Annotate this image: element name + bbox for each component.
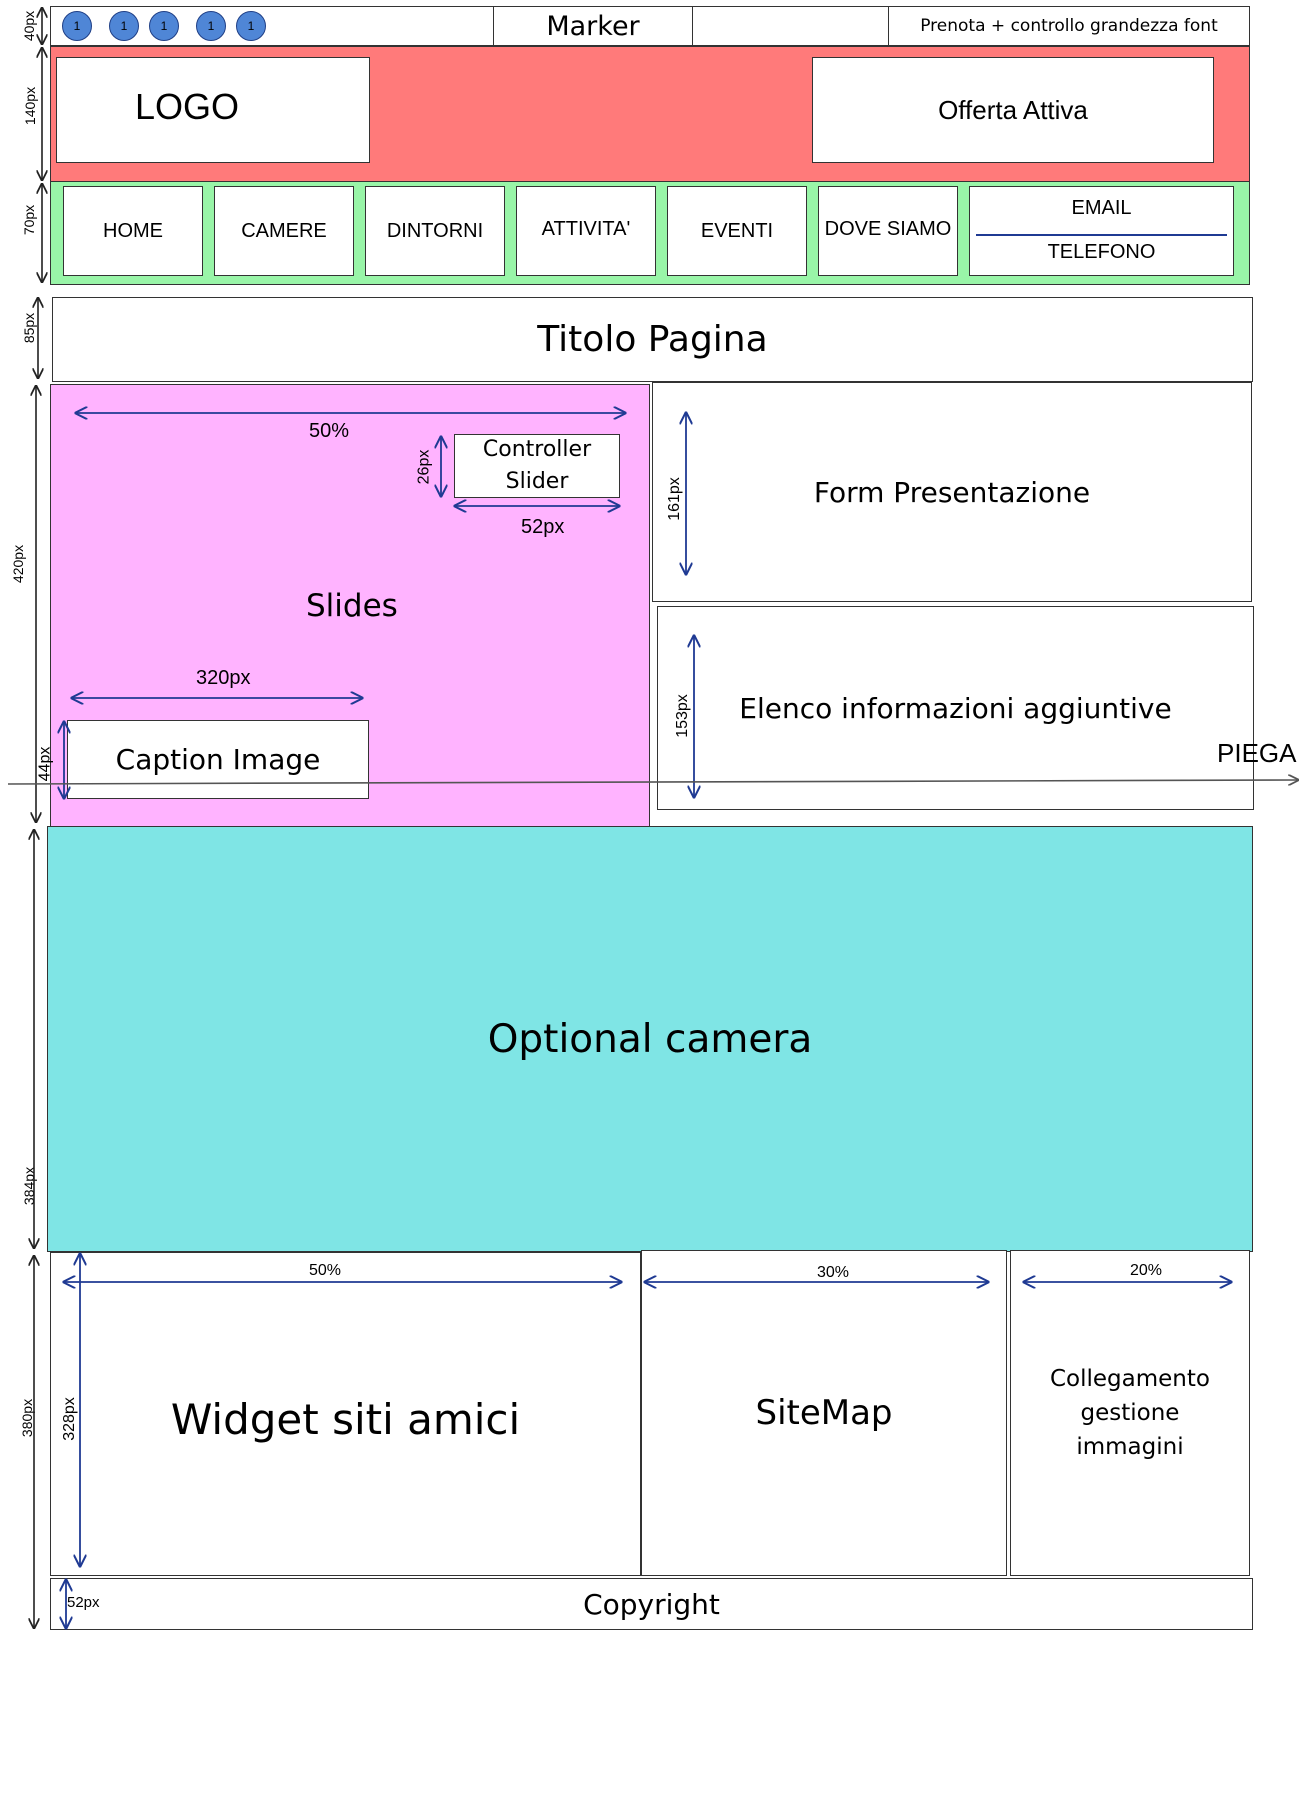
controller-height-label: 26px bbox=[415, 449, 433, 485]
active-offer-box[interactable]: Offerta Attiva bbox=[812, 57, 1214, 163]
fold-label: PIEGA bbox=[1217, 738, 1297, 768]
footer-height-label: 380px bbox=[19, 1398, 36, 1438]
copyright-bar: Copyright bbox=[50, 1578, 1253, 1630]
widget-width-label: 50% bbox=[309, 1262, 342, 1279]
slides-width-label: 50% bbox=[309, 420, 350, 442]
presentation-form-box[interactable]: Form Presentazione bbox=[652, 382, 1252, 602]
nav-item-attivita[interactable]: ATTIVITA' bbox=[516, 186, 656, 276]
marker-box: Marker bbox=[493, 6, 693, 46]
logo-box[interactable]: LOGO bbox=[56, 57, 370, 163]
nav-item-eventi[interactable]: EVENTI bbox=[667, 186, 807, 276]
nav-height-label: 70px bbox=[21, 204, 38, 236]
header-height-label: 140px bbox=[22, 86, 39, 126]
contact-divider bbox=[976, 234, 1227, 236]
nav-item-dintorni[interactable]: DINTORNI bbox=[365, 186, 505, 276]
topbar-height-label: 40px bbox=[21, 10, 38, 42]
nav-contact-box[interactable]: EMAIL TELEFONO bbox=[969, 186, 1234, 276]
friend-sites-widget[interactable]: Widget siti amici bbox=[50, 1252, 641, 1576]
caption-height-label: 44px bbox=[36, 746, 54, 782]
slide-dot-5[interactable]: 1 bbox=[236, 11, 266, 41]
slide-dot-4[interactable]: 1 bbox=[196, 11, 226, 41]
controller-width-label: 52px bbox=[521, 516, 565, 538]
additional-info-box[interactable]: Elenco informazioni aggiuntive bbox=[657, 606, 1254, 810]
nav-item-dove-siamo[interactable]: DOVE SIAMO bbox=[818, 186, 958, 276]
contact-phone[interactable]: TELEFONO bbox=[1047, 241, 1156, 263]
slides-label: Slides bbox=[306, 588, 398, 624]
form-height-label: 161px bbox=[665, 477, 683, 521]
caption-width-label: 320px bbox=[196, 667, 251, 689]
controller-slider-box[interactable]: Controller Slider bbox=[454, 434, 620, 498]
slide-dot-1[interactable]: 1 bbox=[62, 11, 92, 41]
title-height-label: 85px bbox=[21, 312, 38, 344]
nav-item-home[interactable]: HOME bbox=[63, 186, 203, 276]
sitemap-width-label: 30% bbox=[817, 1264, 850, 1281]
optional-camera-area[interactable]: Optional camera bbox=[47, 826, 1253, 1252]
slide-dot-3[interactable]: 1 bbox=[149, 11, 179, 41]
page-title-box: Titolo Pagina bbox=[52, 297, 1253, 382]
booking-font-control[interactable]: Prenota + controllo grandezza font bbox=[888, 6, 1250, 46]
logo-text: LOGO bbox=[135, 86, 240, 127]
nav-item-camere[interactable]: CAMERE bbox=[214, 186, 354, 276]
optional-height-label: 384px bbox=[21, 1166, 38, 1206]
caption-image-box[interactable]: Caption Image bbox=[67, 720, 369, 799]
widget-height-label: 328px bbox=[60, 1397, 78, 1441]
copyright-height-label: 52px bbox=[67, 1594, 100, 1611]
gallery-width-label: 20% bbox=[1130, 1262, 1163, 1279]
image-management-link[interactable]: Collegamento gestione immagini bbox=[1010, 1250, 1250, 1576]
slide-dot-2[interactable]: 1 bbox=[109, 11, 139, 41]
slides-height-label: 420px bbox=[10, 544, 27, 584]
info-height-label: 153px bbox=[673, 694, 691, 738]
sitemap-box[interactable]: SiteMap bbox=[641, 1250, 1007, 1576]
contact-email[interactable]: EMAIL bbox=[1071, 197, 1132, 219]
